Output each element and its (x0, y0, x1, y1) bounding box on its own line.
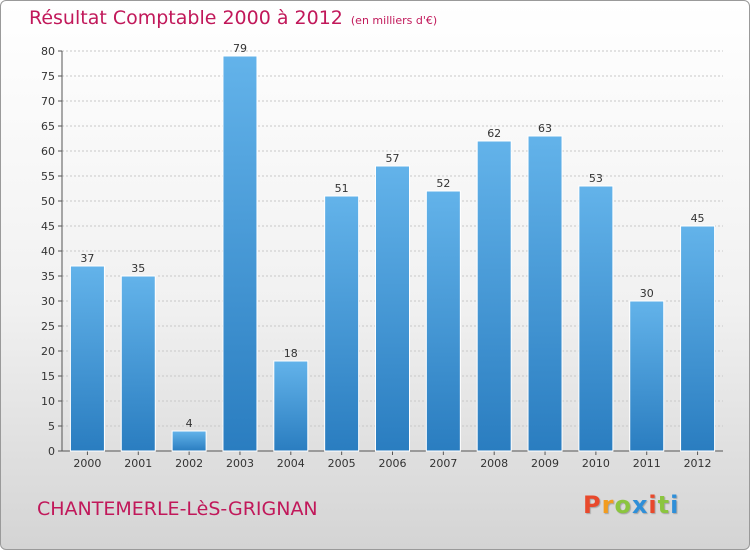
bar-2001 (120, 275, 156, 452)
y-tick-label: 0 (48, 445, 55, 458)
data-label-2006: 57 (386, 152, 400, 165)
logo-letter: r (601, 491, 615, 519)
bar-2009 (527, 135, 563, 452)
data-label-2003: 79 (233, 42, 247, 55)
y-tick-label: 75 (41, 70, 55, 83)
data-label-2002: 4 (186, 417, 193, 430)
data-label-2001: 35 (131, 262, 145, 275)
x-tick-label-2007: 2007 (429, 457, 457, 470)
bar-2007 (425, 190, 461, 452)
y-tick-label: 45 (41, 220, 55, 233)
x-tick-label-2001: 2001 (124, 457, 152, 470)
y-tick-label: 10 (41, 395, 55, 408)
logo-letter: P (583, 491, 602, 519)
bar-2011 (629, 300, 665, 452)
y-tick-label: 50 (41, 195, 55, 208)
bar-2010 (578, 185, 614, 452)
data-label-2009: 63 (538, 122, 552, 135)
bar-2003 (222, 55, 258, 452)
logo-letter: x (631, 491, 649, 519)
x-tick-label-2012: 2012 (684, 457, 712, 470)
x-tick-label-2008: 2008 (480, 457, 508, 470)
y-tick-label: 35 (41, 270, 55, 283)
y-tick-label: 65 (41, 120, 55, 133)
x-tick-label-2002: 2002 (175, 457, 203, 470)
labels: 0 5 10 15 20 25 30 35 40 45 50 55 60 65 70 75 80 37 2000 35… (41, 42, 712, 470)
chart-title: Résultat Comptable 2000 à 2012 (en millie… (29, 7, 437, 29)
bar-2012 (680, 225, 716, 452)
bar-2004 (273, 360, 309, 452)
y-tick-label: 60 (41, 145, 55, 158)
x-tick-label-2000: 2000 (73, 457, 101, 470)
commune-name: CHANTEMERLE-LèS-GRIGNAN (37, 498, 318, 520)
data-label-2007: 52 (436, 177, 450, 190)
data-label-2004: 18 (284, 347, 298, 360)
x-tick-label-2005: 2005 (328, 457, 356, 470)
data-label-2005: 51 (335, 182, 349, 195)
data-label-2000: 37 (80, 252, 94, 265)
bar-2008 (476, 140, 512, 452)
bar-2006 (375, 165, 410, 452)
logo-letter: t (657, 491, 671, 519)
y-tick-label: 5 (48, 420, 55, 433)
bar-2000 (69, 265, 105, 452)
y-tick-label: 55 (41, 170, 55, 183)
x-tick-label-2010: 2010 (582, 457, 610, 470)
x-tick-label-2006: 2006 (379, 457, 407, 470)
chart-subtitle: (en milliers d'€) (350, 14, 438, 27)
bar-2002 (171, 430, 207, 452)
y-tick-label: 25 (41, 320, 55, 333)
data-label-2012: 45 (691, 212, 705, 225)
logo-letter: i (648, 491, 658, 519)
x-tick-label-2003: 2003 (226, 457, 254, 470)
y-tick-label: 40 (41, 245, 55, 258)
y-tick-label: 80 (41, 45, 55, 58)
x-tick-label-2004: 2004 (277, 457, 305, 470)
data-label-2011: 30 (640, 287, 654, 300)
x-tick-label-2011: 2011 (633, 457, 661, 470)
bar-2005 (324, 195, 360, 452)
data-label-2008: 62 (487, 127, 501, 140)
data-label-2010: 53 (589, 172, 603, 185)
logo-letter: o (614, 491, 632, 519)
y-tick-label: 15 (41, 370, 55, 383)
y-tick-label: 70 (41, 95, 55, 108)
x-tick-label-2009: 2009 (531, 457, 559, 470)
y-tick-label: 20 (41, 345, 55, 358)
bars (69, 55, 716, 452)
proxiti-logo[interactable]: Proxiti (583, 491, 679, 519)
bar-chart: 0 5 10 15 20 25 30 35 40 45 50 55 60 65 70 75 80 37 2000 35… (41, 42, 723, 470)
logo-letter: i (670, 491, 680, 519)
y-tick-label: 30 (41, 295, 55, 308)
chart-title-text: Résultat Comptable 2000 à 2012 (29, 7, 343, 29)
